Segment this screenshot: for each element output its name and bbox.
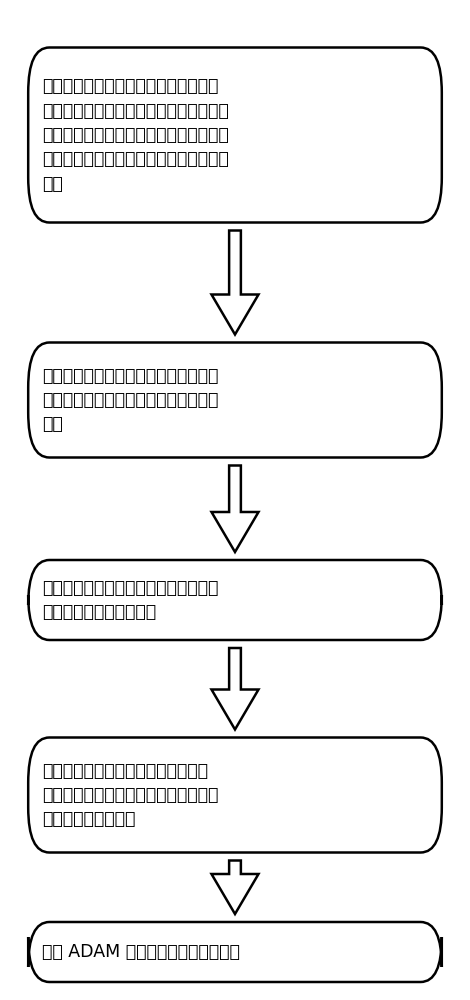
Text: 心电检测芯片的芯片本体嵌入固定于方
向盘中，从芯片引出的检测用的极片贴在
方向盘两侧的握柄上，通过司机的掌心心
电数据，并使用脑波仪获取脑电时间序列
数据: 心电检测芯片的芯片本体嵌入固定于方 向盘中，从芯片引出的检测用的极片贴在 方向盘… — [42, 77, 229, 193]
Text: 将心电数据输入到一维卷积神经网络，
生成合适的心电特征序列: 将心电数据输入到一维卷积神经网络， 生成合适的心电特征序列 — [42, 579, 219, 621]
FancyBboxPatch shape — [28, 738, 442, 852]
Text: 采用包含了积层的带反馈的模糊神经网
络处理脑电时间序列数据，并获取脑电
特征: 采用包含了积层的带反馈的模糊神经网 络处理脑电时间序列数据，并获取脑电 特征 — [42, 367, 219, 433]
Text: 向融合网络中同时输入提取的心电特
征与脑电图特征，将两种信号融合在一
起，并输出最终结果: 向融合网络中同时输入提取的心电特 征与脑电图特征，将两种信号融合在一 起，并输出… — [42, 762, 219, 828]
FancyBboxPatch shape — [28, 560, 442, 640]
Polygon shape — [212, 860, 258, 914]
Polygon shape — [212, 231, 258, 334]
Polygon shape — [212, 466, 258, 552]
FancyBboxPatch shape — [28, 342, 442, 458]
Polygon shape — [212, 648, 258, 730]
FancyBboxPatch shape — [28, 48, 442, 223]
FancyBboxPatch shape — [28, 922, 442, 982]
Text: 使用 ADAM 优化方法，训练网络模型: 使用 ADAM 优化方法，训练网络模型 — [42, 943, 240, 961]
